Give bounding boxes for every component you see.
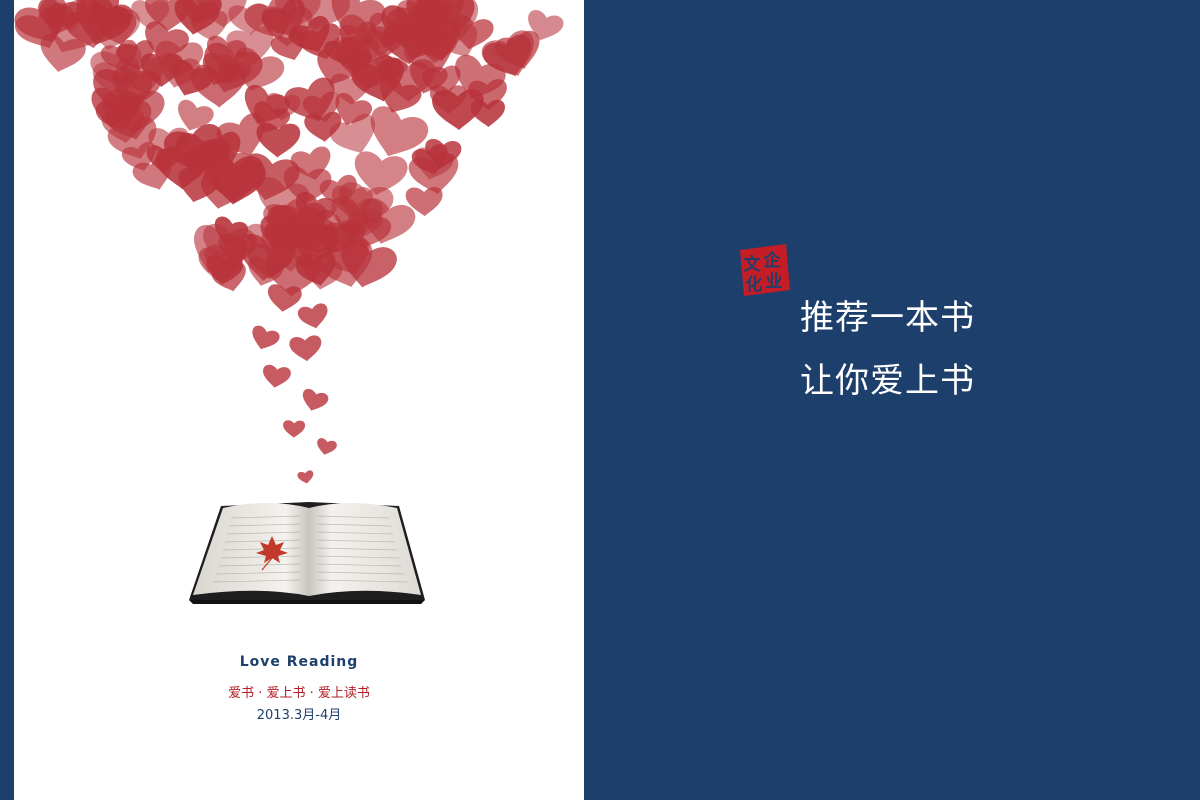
heart-shape <box>198 247 244 283</box>
heart-shape <box>244 84 290 125</box>
heart-shape <box>145 21 189 60</box>
heart-shape <box>470 99 505 128</box>
heart-shape <box>172 59 214 96</box>
heart-shape <box>528 10 564 41</box>
heart-shape <box>163 123 223 174</box>
heart-shape <box>85 4 140 50</box>
heart-shape <box>283 420 306 438</box>
heart-shape <box>40 34 86 72</box>
heart-shape <box>252 325 280 350</box>
heart-shape <box>107 116 157 159</box>
heart-shape <box>354 151 408 196</box>
heart-shape <box>425 138 462 169</box>
heart-shape <box>409 61 448 94</box>
heart-shape <box>405 4 447 41</box>
heart-shape <box>370 106 429 157</box>
heart-shape <box>248 256 284 286</box>
fingerprint-hearts-illustration <box>14 0 564 484</box>
heart-shape <box>263 364 291 388</box>
heart-shape <box>405 187 443 217</box>
heart-shape <box>234 47 285 91</box>
heart-shape <box>131 0 170 30</box>
left-margin-strip <box>0 0 14 800</box>
heart-shape <box>297 303 328 329</box>
caption-title: Love Reading <box>239 654 359 670</box>
heart-shape <box>302 388 329 411</box>
heart-shape <box>14 0 67 43</box>
seal-char-4: 业 <box>766 272 783 292</box>
heart-shape <box>361 198 416 244</box>
heart-shape <box>267 205 323 250</box>
heart-shape <box>180 0 222 25</box>
slogan-line-1: 推荐一本书 <box>800 298 975 338</box>
heart-shape <box>261 6 313 47</box>
heart-shape <box>112 67 161 107</box>
heart-shape <box>494 30 540 69</box>
heart-shape <box>178 99 214 131</box>
heart-shape <box>329 113 376 154</box>
heart-shape <box>267 284 302 312</box>
slogan-line-2: 让你爱上书 <box>800 361 975 401</box>
seal-char-1: 文 <box>744 254 762 275</box>
heart-shape <box>290 146 331 180</box>
seal-char-2: 企 <box>763 250 782 271</box>
culture-seal-stamp: 文 企 化 业 <box>740 244 790 296</box>
seal-char-3: 化 <box>746 274 763 295</box>
heart-shape <box>374 51 408 82</box>
heart-shape <box>335 30 372 63</box>
heart-shape <box>335 93 373 126</box>
heart-shape <box>203 156 264 204</box>
heart-shape <box>295 252 336 286</box>
caption-tagline: 爱书 · 爱上书 · 爱上读书 <box>228 686 370 701</box>
heart-shape <box>289 335 322 362</box>
heart-shape <box>429 85 467 115</box>
maple-leaf-icon <box>256 536 288 571</box>
heart-shape <box>297 470 314 484</box>
heart-shape <box>317 438 337 455</box>
caption-date: 2013.3月-4月 <box>256 708 342 723</box>
right-page: 文 企 化 业 推荐一本书 让你爱上书 <box>584 0 1200 800</box>
left-page: Love Reading 爱书 · 爱上书 · 爱上读书 2013.3月-4月 <box>14 0 584 800</box>
open-book-image <box>189 502 425 604</box>
heart-shape <box>330 72 371 105</box>
heart-shape <box>140 53 184 88</box>
heart-shape <box>284 77 335 122</box>
